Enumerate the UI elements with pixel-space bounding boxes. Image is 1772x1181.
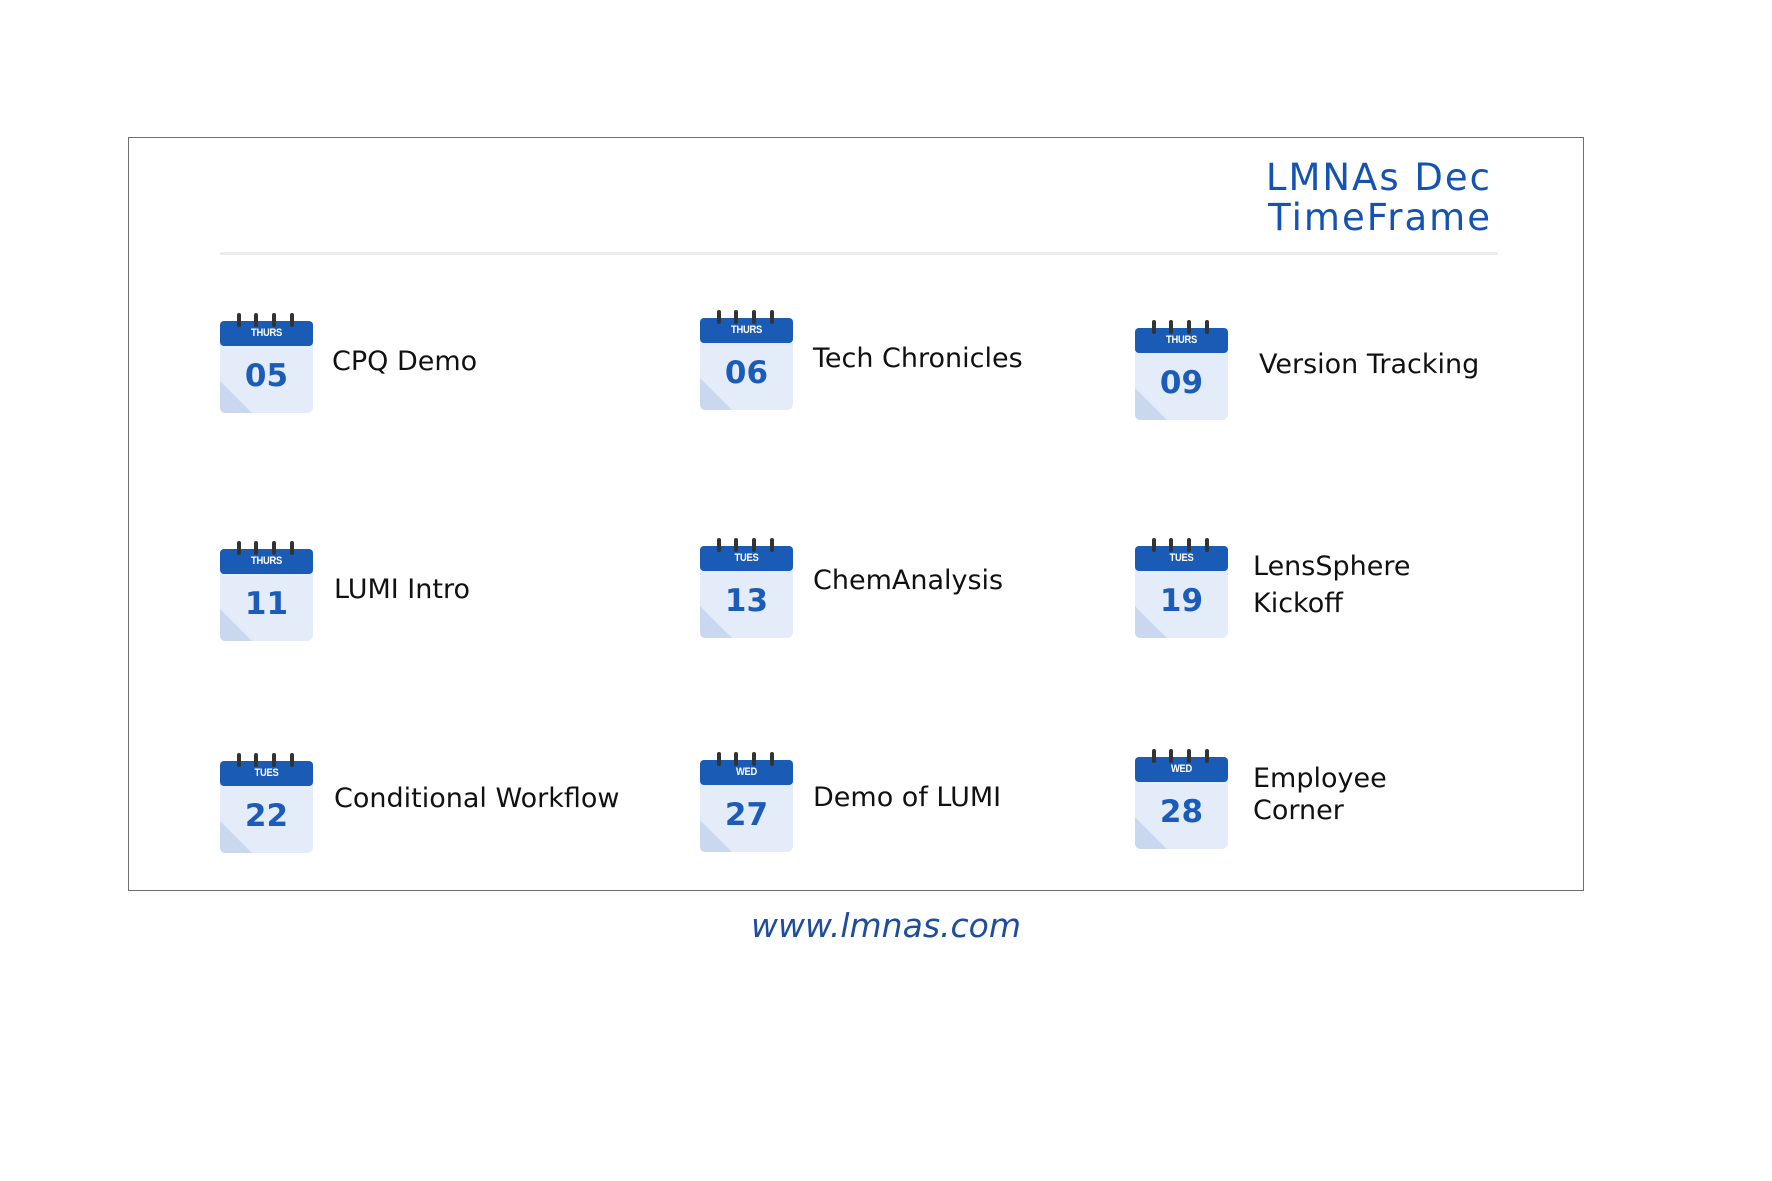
calendar-weekday: TUES xyxy=(254,767,279,779)
event-label-line-1: LensSphere xyxy=(1253,551,1411,582)
event-label-line-2: Kickoff xyxy=(1253,588,1343,619)
calendar-day: 13 xyxy=(724,583,769,619)
calendar-icon: THURS 06 xyxy=(700,310,793,410)
calendar-day: 11 xyxy=(244,586,289,622)
calendar-day: 27 xyxy=(724,797,769,833)
calendar-day: 19 xyxy=(1159,583,1204,619)
calendar-weekday: WED xyxy=(1170,763,1193,775)
event-label: Tech Chronicles xyxy=(813,343,1023,374)
calendar-weekday: THURS xyxy=(251,555,282,567)
calendar-weekday: THURS xyxy=(731,324,762,336)
calendar-icon: TUES 22 xyxy=(220,753,313,853)
calendar-icon: WED 28 xyxy=(1135,749,1228,849)
calendar-icon: TUES 13 xyxy=(700,538,793,638)
calendar-day: 06 xyxy=(724,355,769,391)
calendar-day: 22 xyxy=(244,798,289,834)
calendar-weekday: THURS xyxy=(1166,334,1197,346)
calendar-weekday: TUES xyxy=(1169,552,1194,564)
title-line-2: TimeFrame xyxy=(1268,196,1492,239)
calendar-weekday: TUES xyxy=(734,552,759,564)
event-label: CPQ Demo xyxy=(332,346,478,377)
event-label: LensSphere Kickoff xyxy=(1253,548,1410,622)
calendar-icon: TUES 19 xyxy=(1135,538,1228,638)
event-label: Conditional Workflow xyxy=(334,783,620,814)
page-title: LMNAs Dec TimeFrame xyxy=(1266,158,1492,238)
calendar-day: 28 xyxy=(1159,794,1204,830)
calendar-icon: WED 27 xyxy=(700,752,793,852)
event-label: Version Tracking xyxy=(1259,349,1480,380)
event-label: ChemAnalysis xyxy=(813,565,1004,596)
event-label: Demo of LUMI xyxy=(813,782,1002,813)
calendar-weekday: THURS xyxy=(251,327,282,339)
calendar-icon: THURS 11 xyxy=(220,541,313,641)
website-link[interactable]: www.lmnas.com xyxy=(751,906,1021,945)
event-label: Employee Corner xyxy=(1253,763,1387,827)
event-label-line-1: Employee xyxy=(1253,763,1387,794)
calendar-weekday: WED xyxy=(735,766,758,778)
event-label-line-2: Corner xyxy=(1253,795,1344,826)
calendar-day: 05 xyxy=(244,358,289,394)
timeframe-card: LMNAs Dec TimeFrame THURS 05 CPQ Demo xyxy=(128,137,1584,891)
calendar-icon: THURS 09 xyxy=(1135,320,1228,420)
title-line-1: LMNAs Dec xyxy=(1265,156,1492,199)
calendar-day: 09 xyxy=(1159,365,1204,401)
calendar-icon: THURS 05 xyxy=(220,313,313,413)
event-label: LUMI Intro xyxy=(334,574,470,605)
title-divider xyxy=(220,252,1498,255)
